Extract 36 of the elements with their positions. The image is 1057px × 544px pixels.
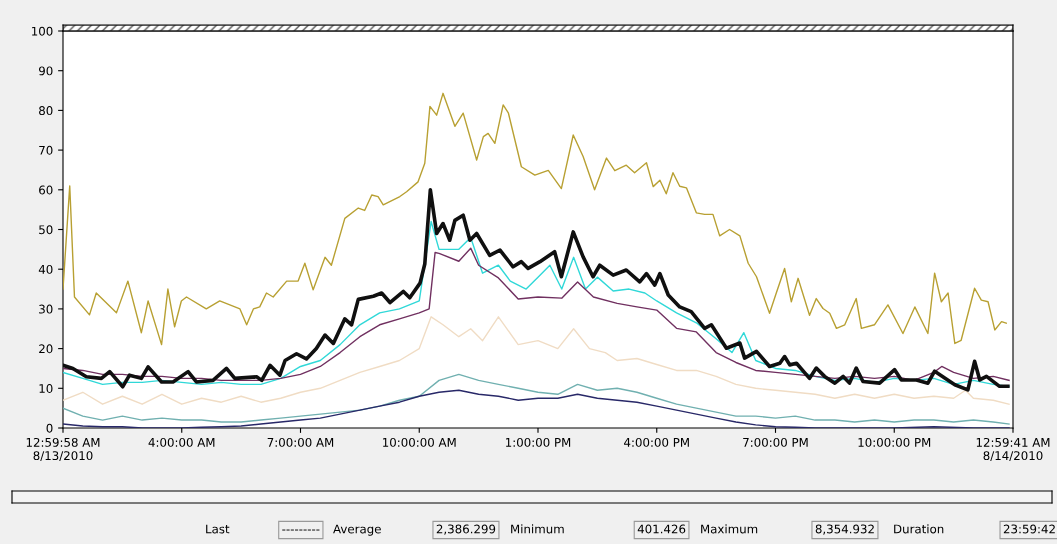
text: Maximum	[701, 524, 758, 534]
y-tick-label: 20	[39, 344, 53, 354]
x-tick-label: 1:00:00 PM	[506, 437, 571, 447]
y-tick-label: 90	[39, 66, 53, 76]
line-series	[63, 389, 1010, 428]
line-series	[63, 247, 1010, 382]
line-series	[63, 187, 1010, 392]
x-tick-label: 10:00:00 PM	[858, 437, 931, 447]
y-tick-label: 50	[39, 225, 53, 235]
y-tick-label: 70	[39, 145, 53, 155]
text: 401.426	[637, 524, 686, 534]
y-tick-label: 80	[39, 106, 53, 116]
y-tick-label: 60	[39, 185, 53, 195]
y-tick-label: 30	[39, 304, 53, 314]
text: Last	[206, 524, 230, 534]
text: ---------	[282, 529, 320, 531]
x-tick-label: 4:00:00 AM	[148, 437, 215, 447]
line-series	[63, 316, 1010, 405]
y-tick-label: 0	[46, 423, 53, 433]
x-tick-label: 10:00:00 AM	[383, 437, 456, 447]
x-tick-label: 12:59:58 AM 8/13/2010	[26, 437, 100, 462]
y-tick-label: 40	[38, 264, 53, 274]
text: Duration	[894, 524, 944, 534]
line-series	[63, 92, 1007, 346]
x-tick-label: 12:59:41 AM 8/14/2010	[976, 437, 1050, 462]
x-tick-label: 7:00:00 PM	[743, 437, 808, 447]
text: 8,354.932	[815, 524, 874, 535]
x-tick-label: 4:00:00 PM	[624, 437, 689, 447]
text: 23:59:42	[1003, 524, 1055, 534]
x-tick-label: 7:00:00 AM	[267, 437, 334, 447]
y-tick-label: 100	[32, 26, 53, 36]
text: Minimum	[511, 524, 564, 534]
line-series	[63, 373, 1010, 425]
text: 2,386.299	[436, 524, 496, 535]
text: Average	[333, 524, 381, 536]
y-tick-label: 10	[39, 384, 53, 393]
